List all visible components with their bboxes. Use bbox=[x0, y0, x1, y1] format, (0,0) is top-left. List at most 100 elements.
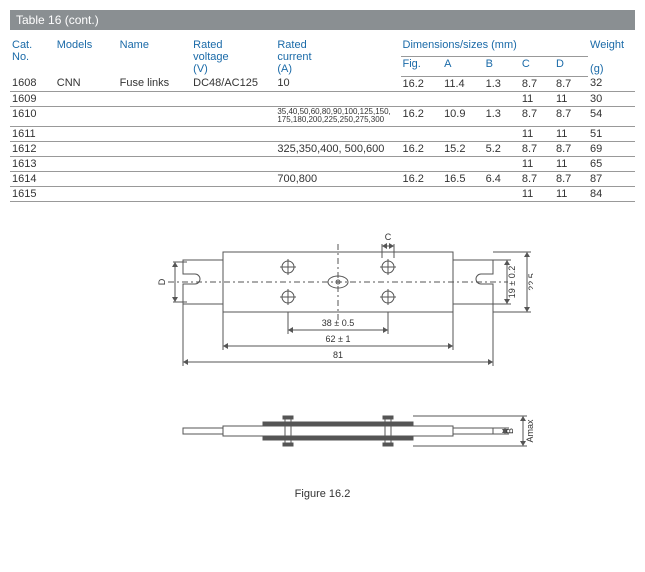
cell-name bbox=[118, 106, 192, 127]
cell-voltage bbox=[191, 142, 275, 157]
cell-voltage bbox=[191, 91, 275, 106]
cell-cat: 1612 bbox=[10, 142, 55, 157]
cell-cat: 1615 bbox=[10, 187, 55, 202]
cell-fig bbox=[401, 187, 443, 202]
cell-wt: 30 bbox=[588, 91, 635, 106]
cell-current bbox=[275, 157, 400, 172]
cell-D: 8.7 bbox=[554, 76, 588, 91]
cell-cat: 1611 bbox=[10, 127, 55, 142]
cell-A: 15.2 bbox=[442, 142, 484, 157]
svg-text:81: 81 bbox=[332, 350, 342, 360]
col-weight: Weight (g) bbox=[588, 38, 635, 76]
col-name: Name bbox=[118, 38, 192, 76]
cell-wt: 69 bbox=[588, 142, 635, 157]
cell-fig: 16.2 bbox=[401, 172, 443, 187]
cell-voltage bbox=[191, 106, 275, 127]
cell-fig: 16.2 bbox=[401, 106, 443, 127]
cell-B bbox=[484, 157, 520, 172]
svg-text:B: B bbox=[505, 428, 515, 434]
cell-voltage bbox=[191, 157, 275, 172]
svg-text:62 ± 1: 62 ± 1 bbox=[325, 334, 350, 344]
cell-D: 8.7 bbox=[554, 142, 588, 157]
cell-D: 11 bbox=[554, 157, 588, 172]
cell-wt: 84 bbox=[588, 187, 635, 202]
cell-current: 700,800 bbox=[275, 172, 400, 187]
svg-text:19 ± 0.2: 19 ± 0.2 bbox=[507, 266, 517, 298]
cell-B: 1.3 bbox=[484, 76, 520, 91]
cell-current bbox=[275, 187, 400, 202]
cell-models bbox=[55, 91, 118, 106]
cell-current bbox=[275, 127, 400, 142]
table-title-bar: Table 16 (cont.) bbox=[10, 10, 635, 30]
cell-B bbox=[484, 187, 520, 202]
svg-text:C: C bbox=[384, 232, 391, 242]
cell-C: 8.7 bbox=[520, 172, 554, 187]
table-row: 1612325,350,400, 500,60016.215.25.28.78.… bbox=[10, 142, 635, 157]
col-B: B bbox=[484, 57, 520, 76]
cell-wt: 54 bbox=[588, 106, 635, 127]
cell-fig bbox=[401, 91, 443, 106]
cell-B: 5.2 bbox=[484, 142, 520, 157]
col-models: Models bbox=[55, 38, 118, 76]
col-current: Rated current (A) bbox=[275, 38, 400, 76]
col-D: D bbox=[554, 57, 588, 76]
cell-name bbox=[118, 157, 192, 172]
cell-models bbox=[55, 172, 118, 187]
cell-wt: 51 bbox=[588, 127, 635, 142]
svg-text:D: D bbox=[157, 278, 167, 285]
cell-C: 11 bbox=[520, 91, 554, 106]
cell-current: 10 bbox=[275, 76, 400, 91]
cell-C: 8.7 bbox=[520, 106, 554, 127]
figure-area: CD19 ± 0.222,538 ± 0.562 ± 181BAmax Figu… bbox=[10, 222, 635, 500]
cell-models bbox=[55, 187, 118, 202]
table-row: 1609111130 bbox=[10, 91, 635, 106]
table-row: 161035,40,50,60,80,90,100,125,150, 175,1… bbox=[10, 106, 635, 127]
svg-text:38 ± 0.5: 38 ± 0.5 bbox=[321, 318, 353, 328]
cell-name bbox=[118, 142, 192, 157]
cell-C: 11 bbox=[520, 127, 554, 142]
cell-name bbox=[118, 127, 192, 142]
table-row: 1608CNNFuse linksDC48/AC1251016.211.41.3… bbox=[10, 76, 635, 91]
figure-svg: CD19 ± 0.222,538 ± 0.562 ± 181BAmax bbox=[113, 222, 533, 482]
cell-B: 6.4 bbox=[484, 172, 520, 187]
cell-cat: 1614 bbox=[10, 172, 55, 187]
cell-B bbox=[484, 127, 520, 142]
cell-models bbox=[55, 157, 118, 172]
cell-A bbox=[442, 127, 484, 142]
cell-B bbox=[484, 91, 520, 106]
cell-fig: 16.2 bbox=[401, 142, 443, 157]
col-C: C bbox=[520, 57, 554, 76]
cell-C: 8.7 bbox=[520, 142, 554, 157]
svg-text:22,5: 22,5 bbox=[527, 273, 533, 291]
col-cat: Cat. No. bbox=[10, 38, 55, 76]
cell-wt: 87 bbox=[588, 172, 635, 187]
cell-A: 16.5 bbox=[442, 172, 484, 187]
cell-fig: 16.2 bbox=[401, 76, 443, 91]
table-row: 1615111184 bbox=[10, 187, 635, 202]
cell-name bbox=[118, 172, 192, 187]
col-dims: Dimensions/sizes (mm) bbox=[401, 38, 589, 57]
cell-D: 11 bbox=[554, 187, 588, 202]
cell-current: 325,350,400, 500,600 bbox=[275, 142, 400, 157]
cell-D: 11 bbox=[554, 91, 588, 106]
cell-A: 10.9 bbox=[442, 106, 484, 127]
table-row: 1611111151 bbox=[10, 127, 635, 142]
cell-A: 11.4 bbox=[442, 76, 484, 91]
spec-table: Cat. No. Models Name Rated voltage (V) R… bbox=[10, 38, 635, 202]
col-voltage: Rated voltage (V) bbox=[191, 38, 275, 76]
figure-caption: Figure 16.2 bbox=[10, 488, 635, 500]
cell-D: 8.7 bbox=[554, 106, 588, 127]
cell-voltage bbox=[191, 172, 275, 187]
cell-A bbox=[442, 91, 484, 106]
cell-name: Fuse links bbox=[118, 76, 192, 91]
cell-C: 8.7 bbox=[520, 76, 554, 91]
cell-models bbox=[55, 142, 118, 157]
col-fig: Fig. bbox=[401, 57, 443, 76]
cell-voltage bbox=[191, 187, 275, 202]
cell-current: 35,40,50,60,80,90,100,125,150, 175,180,2… bbox=[275, 106, 400, 127]
cell-A bbox=[442, 157, 484, 172]
cell-voltage: DC48/AC125 bbox=[191, 76, 275, 91]
table-row: 1613111165 bbox=[10, 157, 635, 172]
table-title: Table 16 (cont.) bbox=[16, 13, 99, 27]
cell-current bbox=[275, 91, 400, 106]
